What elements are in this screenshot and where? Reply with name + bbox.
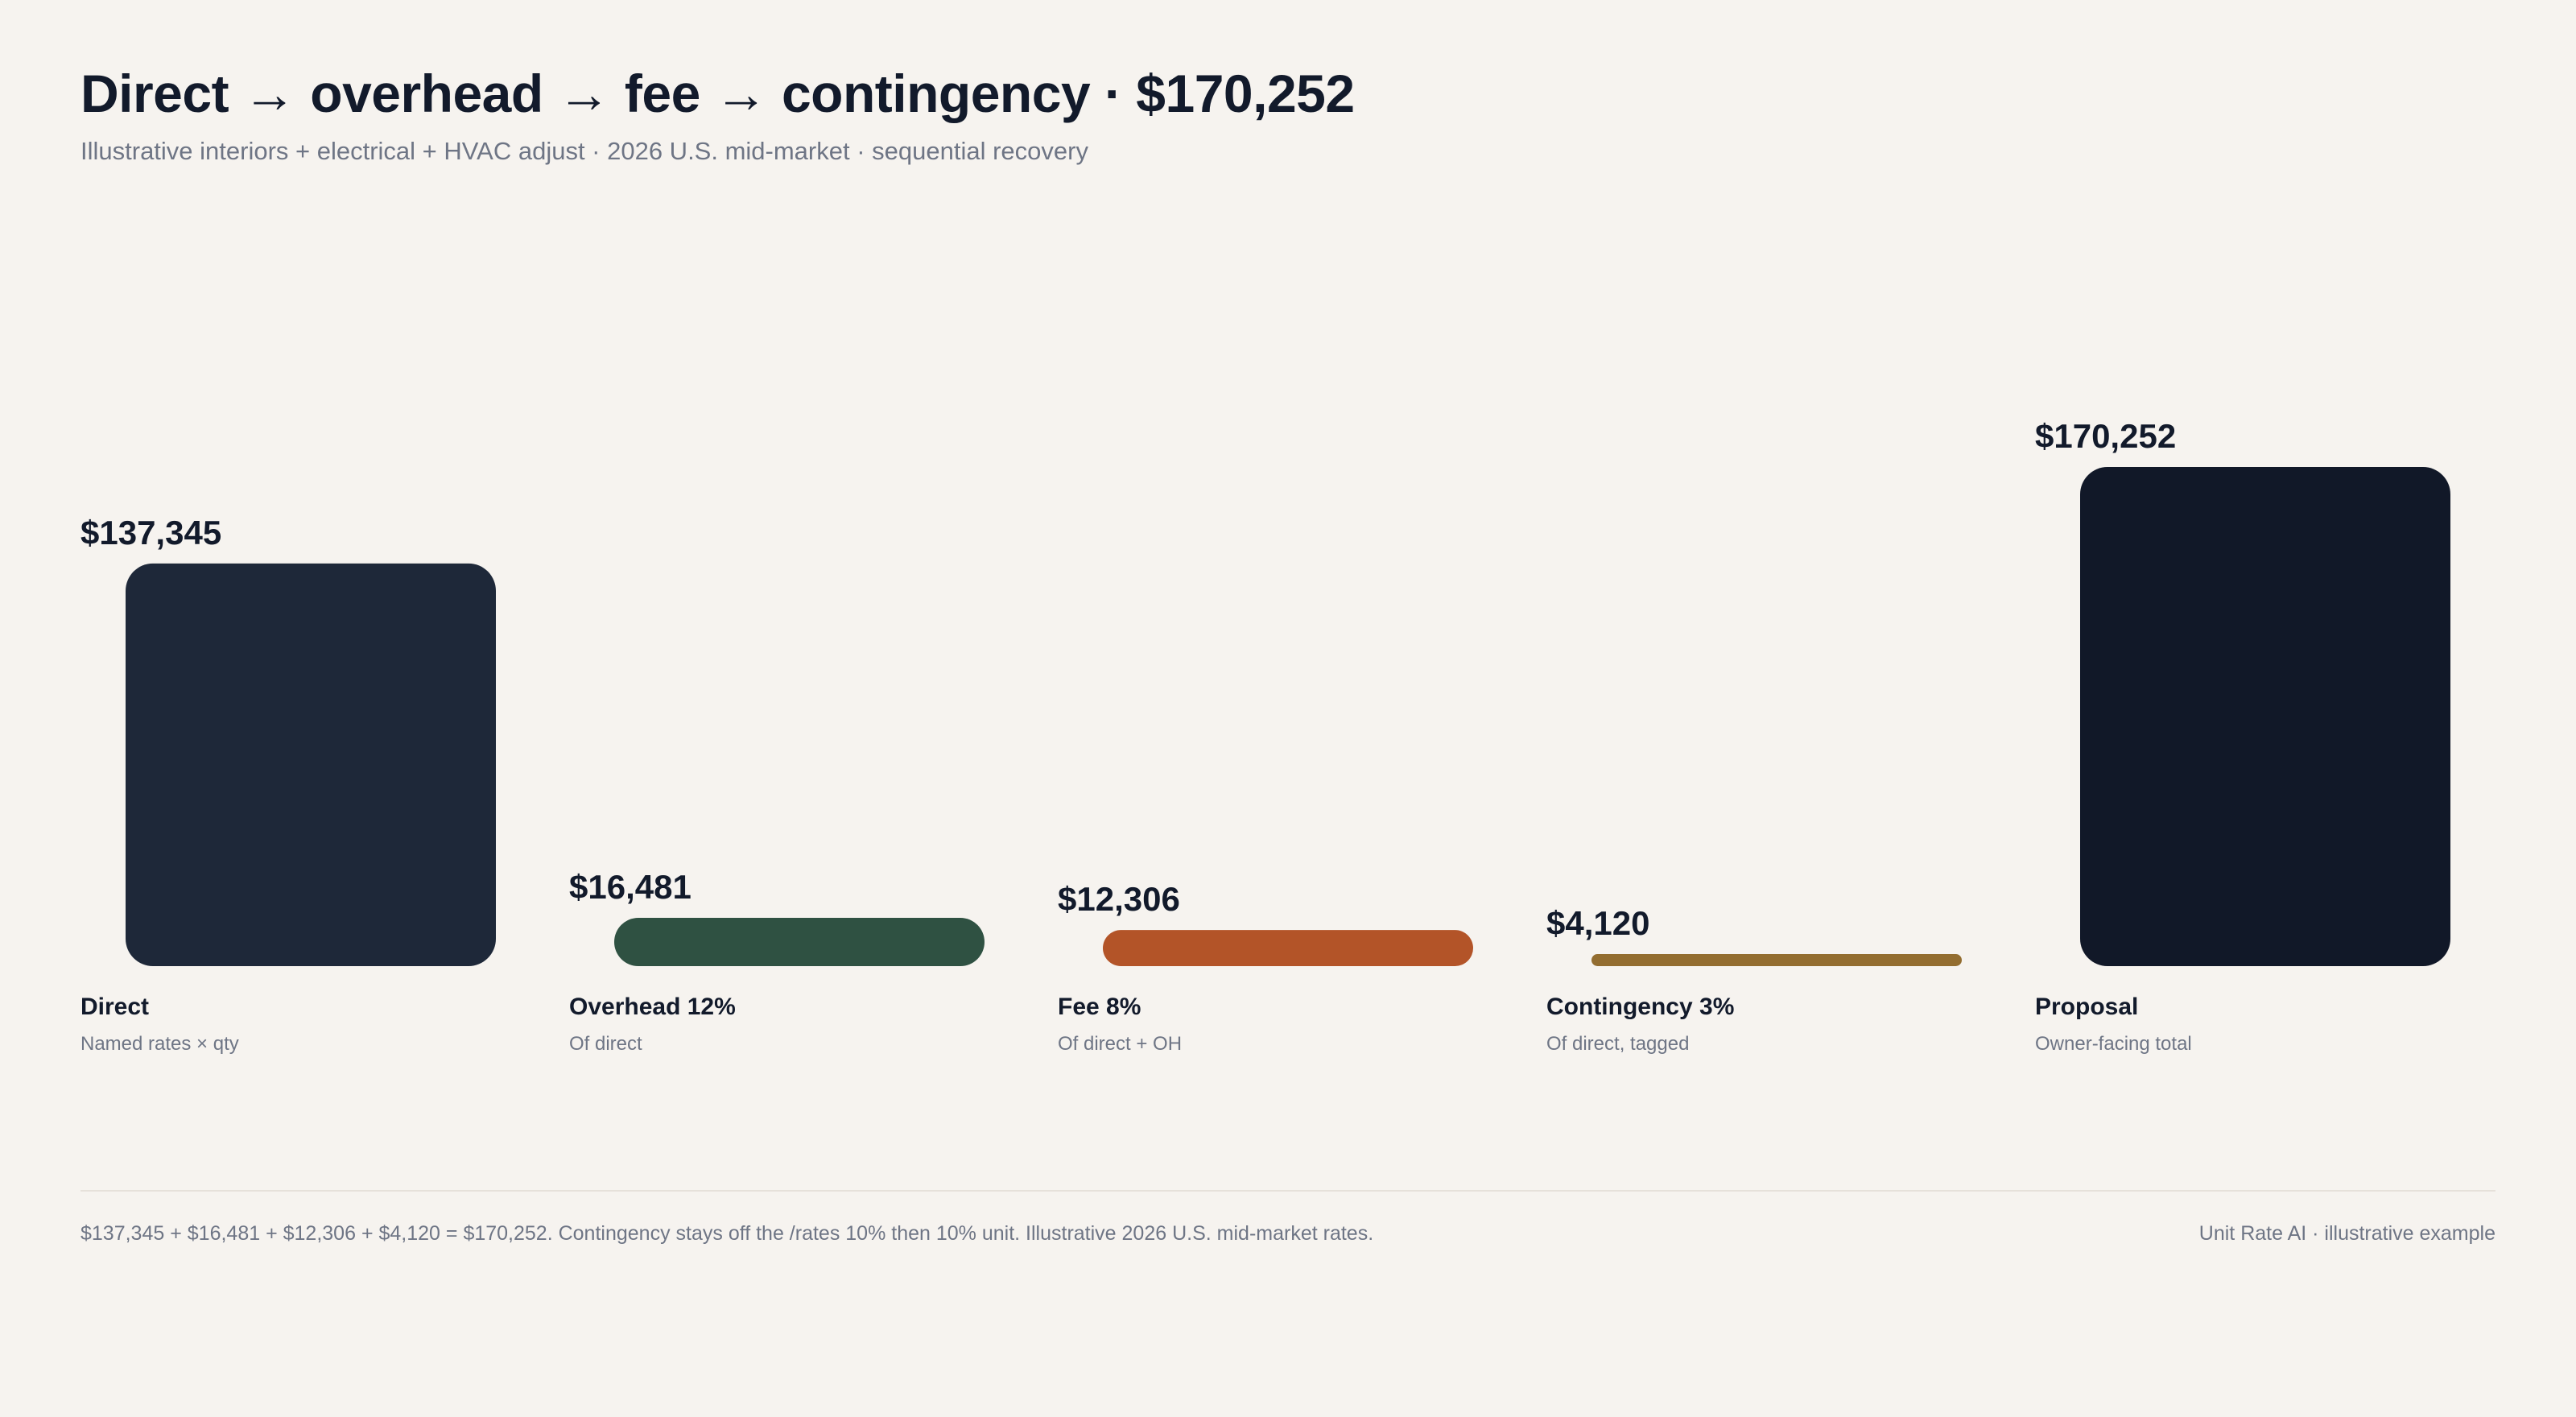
bar (1103, 930, 1473, 966)
footnote: $137,345 + $16,481 + $12,306 + $4,120 = … (80, 1222, 1374, 1245)
bar-value-label: $137,345 (80, 514, 221, 552)
category-label: Contingency 3% (1546, 994, 1734, 1020)
category-sublabel: Of direct, tagged (1546, 1033, 1689, 1055)
bar-value-label: $16,481 (569, 868, 691, 906)
bar-value-label: $170,252 (2035, 417, 2176, 455)
category-label: Proposal (2035, 994, 2138, 1020)
bar (614, 917, 985, 966)
category-sublabel: Of direct + OH (1058, 1033, 1182, 1055)
bar-chart: $137,345 Direct Named rates × qty $16,481 Ov… (80, 417, 2450, 1055)
category-sublabel: Owner-facing total (2035, 1033, 2192, 1055)
page-subtitle: Illustrative interiors + electrical + HV… (80, 137, 1088, 165)
footer-divider (80, 1190, 2496, 1192)
credit: Unit Rate AI · illustrative example (2198, 1222, 2496, 1245)
bar (1591, 953, 1962, 966)
category-label: Fee 8% (1058, 994, 1141, 1020)
bar (2080, 467, 2450, 966)
bar-value-label: $4,120 (1546, 904, 1649, 942)
category-label: Overhead 12% (569, 994, 736, 1020)
bar-value-label: $12,306 (1058, 880, 1180, 918)
bar (126, 563, 496, 966)
category-sublabel: Named rates × qty (80, 1033, 239, 1055)
category-label: Direct (80, 994, 149, 1020)
category-sublabel: Of direct (569, 1033, 642, 1055)
page-title: Direct → overhead → fee → contingency · … (80, 64, 1355, 123)
